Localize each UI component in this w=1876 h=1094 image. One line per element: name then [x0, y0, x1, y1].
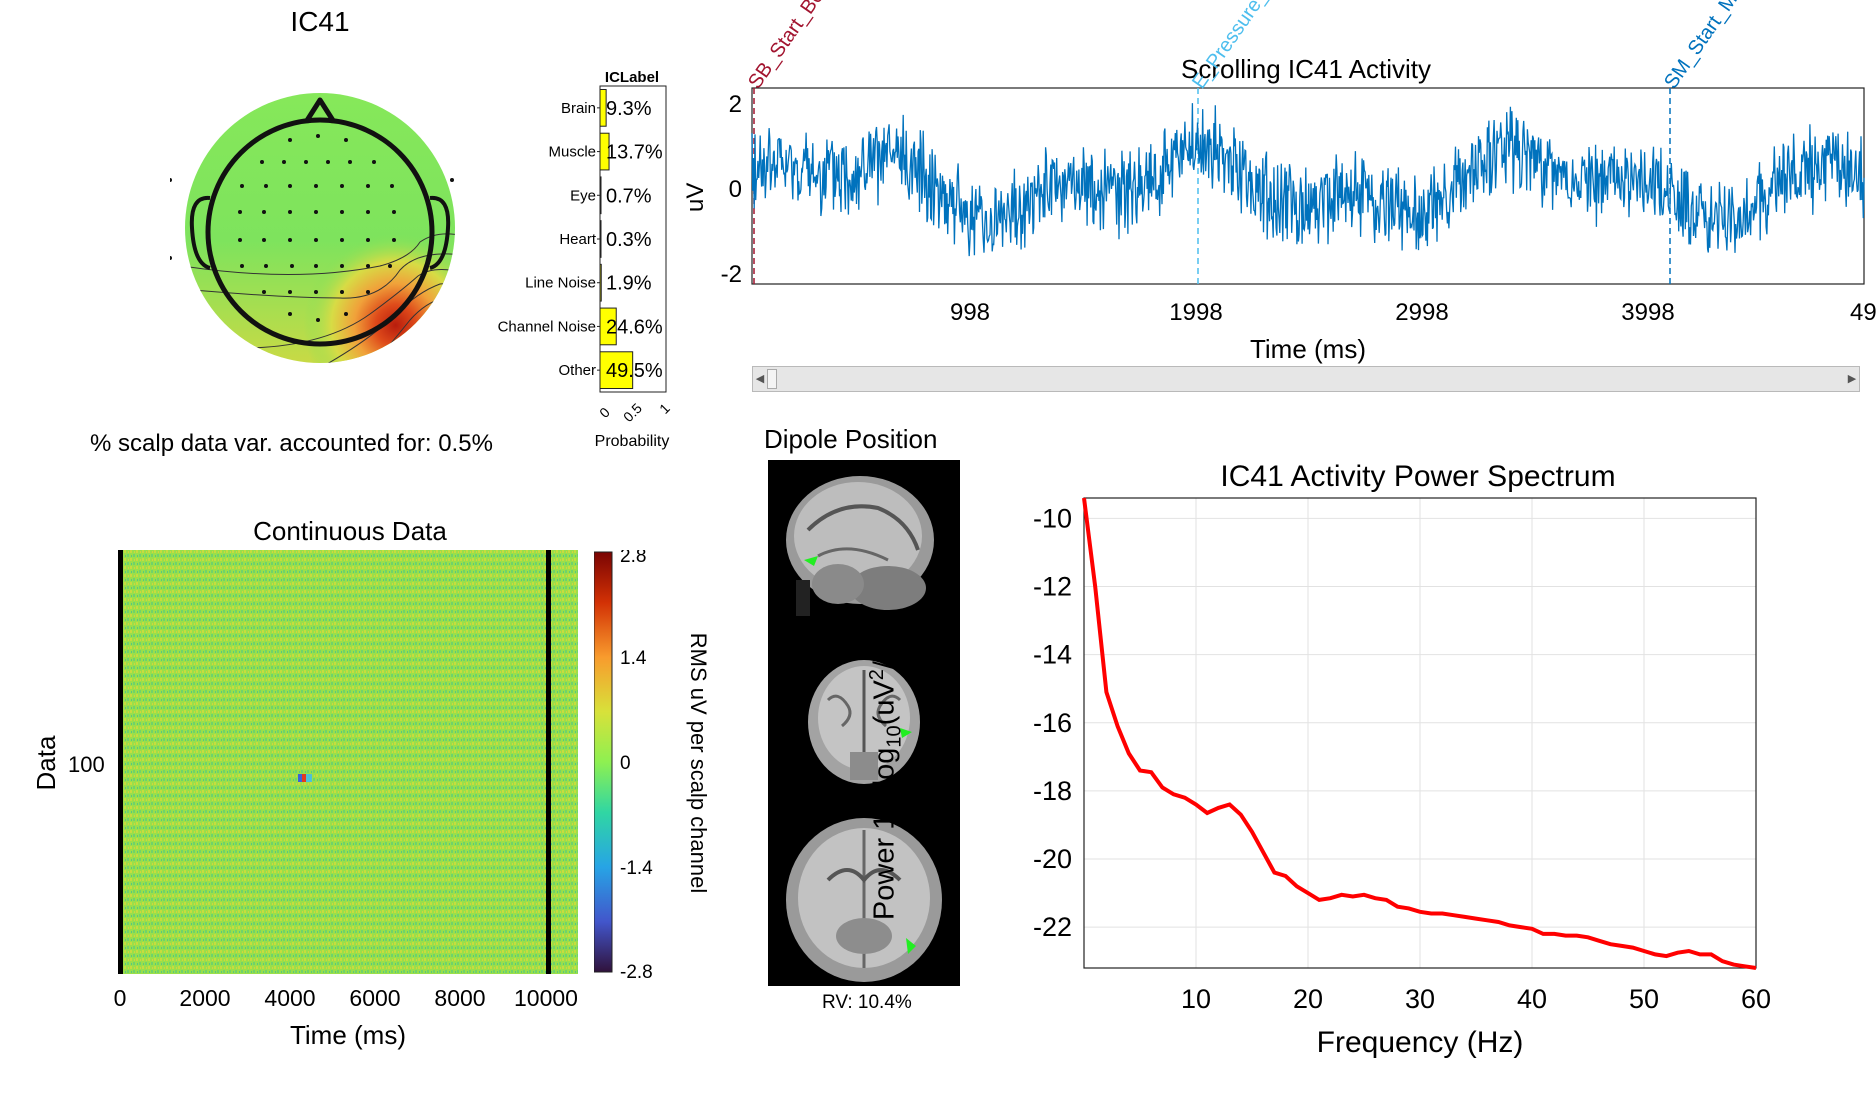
spectrum-ytick-3: -16: [1033, 708, 1072, 738]
iclabel-label-3: Heart: [559, 231, 597, 248]
dipole-title: Dipole Position: [764, 424, 938, 454]
activity-trace: [751, 103, 1865, 257]
spectrum-xtick-50: 50: [1629, 984, 1659, 1014]
iclabel-xticks: 0 0.5 1: [596, 400, 673, 425]
scroll-ytick-neg2: -2: [721, 261, 742, 288]
scroll-right-arrow[interactable]: ▶: [1847, 373, 1857, 385]
iclabel-value-5: 24.6%: [606, 316, 663, 338]
continuous-xtick-4000: 4000: [264, 985, 315, 1011]
power-spectrum-chart: IC41 Activity Power Spectrum 10 20 30 40 50 6…: [1033, 460, 1771, 1059]
time-scrollbar[interactable]: ◀ ▶: [752, 366, 1860, 392]
spectrum-xtick-30: 30: [1405, 984, 1435, 1014]
event-label-2: SM_Start_Mo: [1660, 0, 1748, 93]
iclabel-tick-0: 0: [596, 404, 613, 421]
iclabel-chart: ICLabel Brain 9.3% Muscle 13.7% Eye 0.7% Heart…: [498, 69, 673, 450]
continuous-xtick-2000: 2000: [179, 985, 230, 1011]
iclabel-bar-0: [599, 88, 607, 127]
axial-slice: [786, 818, 942, 982]
sagittal-slice: [786, 476, 934, 616]
iclabel-value-0: 9.3%: [606, 98, 652, 120]
spectrum-xlabel: Frequency (Hz): [1317, 1026, 1524, 1059]
scroll-ylabel-text: uV: [682, 182, 709, 212]
spectrum-ytick-5: -20: [1033, 844, 1072, 874]
iclabel-label-6: Other: [558, 362, 596, 379]
spectrum-ytick-0: -10: [1033, 503, 1072, 533]
spectrum-xtick-60: 60: [1741, 984, 1771, 1014]
iclabel-value-4: 1.9%: [606, 273, 652, 295]
iclabel-bar-3: [599, 220, 602, 258]
dipole-mri-panel[interactable]: [768, 460, 960, 986]
iclabel-bar-6: [599, 351, 634, 390]
continuous-ytick: 100: [68, 752, 105, 777]
spectrum-ytick-6: -22: [1033, 912, 1072, 942]
scalp-topography-map[interactable]: [170, 88, 470, 368]
scroll-xlabel: Time (ms): [1250, 334, 1366, 364]
colorbar-tick-min: -2.8: [620, 962, 653, 980]
scroll-xtick-1998: 1998: [1169, 299, 1222, 326]
continuous-title: Continuous Data: [253, 516, 447, 546]
spectrum-ytick-1: -12: [1033, 572, 1072, 602]
continuous-ylabel: Data: [31, 735, 61, 791]
continuous-xtick-6000: 6000: [349, 985, 400, 1011]
spectrum-xtick-10: 10: [1181, 984, 1211, 1014]
colorbar-tick-1_4: 1.4: [620, 648, 647, 669]
continuous-xtick-10000: 10000: [514, 985, 578, 1011]
iclabel-value-2: 0.7%: [606, 185, 652, 207]
iclabel-bar-2: [599, 176, 602, 215]
scroll-ytick-0: 0: [729, 176, 742, 203]
scroll-xtick-3998: 3998: [1621, 299, 1674, 326]
continuous-xtick-8000: 8000: [434, 985, 485, 1011]
dipole-rv: RV: 10.4%: [822, 992, 912, 1013]
event-label-0: SB_Start_Beep: [744, 0, 841, 93]
iclabel-xlabel: Probability: [595, 433, 670, 450]
spectrum-title: IC41 Activity Power Spectrum: [1220, 460, 1615, 493]
continuous-xlabel: Time (ms): [290, 1020, 406, 1050]
scrolling-activity-plot[interactable]: Scrolling IC41 Activity SB_Start_Beep E_P…: [680, 0, 1876, 366]
continuous-xtick-0: 0: [114, 985, 127, 1011]
spectrum-ytick-4: -18: [1033, 776, 1072, 806]
iclabel-tick-2: 1: [656, 400, 673, 417]
colorbar-tick-max: 2.8: [620, 550, 646, 567]
iclabel-tick-1: 0.5: [620, 400, 645, 425]
scroll-xtick-998: 998: [950, 299, 990, 326]
iclabel-bar-5: [599, 307, 617, 346]
scroll-ytick-2: 2: [729, 91, 742, 118]
iclabel-title: ICLabel: [605, 69, 659, 86]
coronal-slice: [808, 660, 920, 784]
colorbar-label: RMS uV per scalp channel: [686, 632, 711, 894]
spectrum-xtick-40: 40: [1517, 984, 1547, 1014]
power-spectrum-line: [1082, 497, 1757, 970]
scroll-title: Scrolling IC41 Activity: [1181, 54, 1431, 84]
spectrum-ylabel: Power 10*log10(uV2/Hz): [866, 615, 906, 921]
scroll-left-arrow[interactable]: ◀: [755, 373, 765, 385]
iclabel-value-1: 13.7%: [606, 142, 663, 164]
scroll-thumb[interactable]: [767, 369, 777, 389]
iclabel-label-4: Line Noise: [525, 275, 596, 292]
variance-accounted-text: % scalp data var. accounted for: 0.5%: [90, 430, 493, 457]
colorbar-tick-0: 0: [620, 753, 631, 774]
continuous-xaxis: 0 2000 4000 6000 8000 10000 Time (ms): [114, 985, 578, 1050]
spectrum-xtick-20: 20: [1293, 984, 1323, 1014]
continuous-data-image[interactable]: [118, 550, 578, 974]
colorbar-tick-neg1_4: -1.4: [620, 858, 653, 879]
iclabel-label-1: Muscle: [548, 144, 596, 161]
scroll-xtick-2998: 2998: [1395, 299, 1448, 326]
iclabel-bar-4: [599, 263, 602, 302]
iclabel-value-6: 49.5%: [606, 360, 663, 382]
iclabel-label-2: Eye: [570, 187, 596, 204]
spectrum-ytick-2: -14: [1033, 640, 1072, 670]
iclabel-label-5: Channel Noise: [498, 318, 596, 335]
iclabel-value-3: 0.3%: [606, 229, 652, 251]
scroll-xtick-4998: 4998: [1850, 299, 1876, 326]
iclabel-label-0: Brain: [561, 100, 596, 117]
continuous-colorbar: 2.8 1.4 0 -1.4 -2.8: [594, 550, 653, 980]
topo-title: IC41: [290, 6, 350, 37]
iclabel-bar-1: [599, 132, 610, 171]
